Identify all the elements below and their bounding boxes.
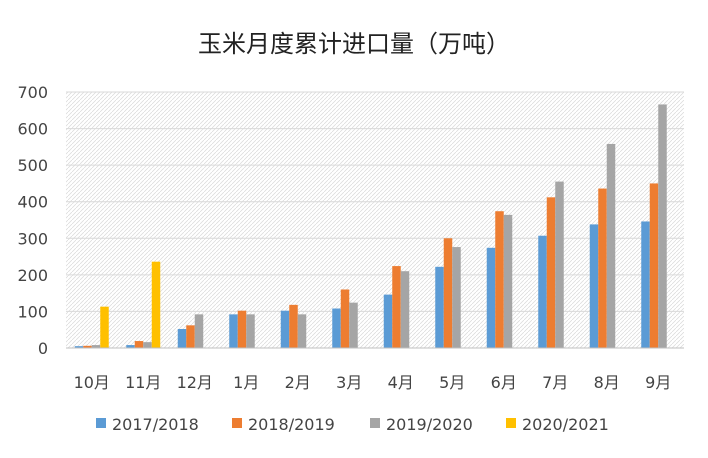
bar-2019-2020-12 [658, 104, 667, 348]
legend-swatch [96, 418, 106, 428]
bar-2018-2019-12 [649, 183, 659, 348]
bar-2019-2020-8 [452, 247, 461, 348]
y-tick-label: 600 [17, 120, 48, 139]
bar-2020-2021-1 [100, 306, 109, 348]
bar-2017-2018-8 [435, 266, 444, 348]
legend-label: 2020/2021 [522, 415, 609, 434]
plot-area [66, 92, 684, 348]
x-axis-categories: 10月 11月 12月 1月 2月 3月 4月 5月 6月 7月 8月 9月 [74, 373, 672, 392]
bars [74, 104, 667, 348]
y-tick-label: 400 [17, 193, 48, 212]
bar-2018-2019-6 [340, 289, 350, 348]
x-category-label: 12月 [177, 373, 213, 392]
bar-2017-2018-12 [641, 221, 650, 348]
y-tick-label: 300 [17, 229, 48, 248]
bar-2019-2020-7 [400, 271, 410, 348]
bar-2018-2019-9 [495, 211, 504, 348]
bar-2018-2019-8 [443, 238, 453, 348]
bar-2019-2020-9 [503, 214, 513, 348]
x-category-label: 10月 [74, 373, 110, 392]
chart-title: 玉米月度累计进口量（万吨） [198, 30, 510, 58]
bar-2019-2020-5 [297, 314, 307, 348]
bar-2019-2020-3 [194, 314, 204, 348]
legend-swatch [232, 418, 242, 428]
x-category-label: 8月 [594, 373, 620, 392]
bar-2017-2018-1 [74, 346, 84, 348]
x-category-label: 2月 [285, 373, 311, 392]
bar-2017-2018-4 [229, 314, 238, 348]
x-category-label: 7月 [542, 373, 568, 392]
x-category-label: 9月 [645, 373, 671, 392]
bar-2018-2019-10 [546, 197, 556, 348]
bar-2017-2018-11 [589, 224, 599, 348]
y-tick-label: 500 [17, 156, 48, 175]
legend-label: 2017/2018 [112, 415, 199, 434]
legend-swatch [506, 418, 516, 428]
bar-2019-2020-4 [246, 314, 255, 348]
x-category-label: 11月 [125, 373, 161, 392]
bar-2017-2018-3 [177, 328, 187, 348]
bar-2018-2019-5 [289, 304, 298, 348]
bar-2017-2018-2 [126, 345, 135, 348]
y-tick-label: 200 [17, 266, 48, 285]
bar-2018-2019-3 [186, 325, 195, 348]
legend-swatch [370, 418, 380, 428]
bar-2017-2018-6 [332, 308, 341, 348]
x-category-label: 5月 [439, 373, 465, 392]
bar-2017-2018-5 [280, 310, 290, 348]
bar-2018-2019-1 [83, 345, 92, 348]
y-tick-label: 0 [38, 339, 48, 358]
x-category-label: 3月 [336, 373, 362, 392]
x-category-label: 4月 [388, 373, 414, 392]
y-tick-label: 700 [17, 83, 48, 102]
bar-2017-2018-10 [538, 235, 547, 348]
bar-2018-2019-4 [237, 310, 247, 348]
bar-2019-2020-10 [555, 181, 564, 348]
legend: 2017/2018 2018/2019 2019/2020 2020/2021 [96, 415, 609, 434]
bar-2018-2019-2 [134, 341, 144, 348]
bar-2020-2021-2 [151, 261, 161, 348]
legend-label: 2018/2019 [248, 415, 335, 434]
bar-2017-2018-9 [486, 247, 496, 348]
bar-2018-2019-7 [392, 266, 401, 348]
x-category-label: 1月 [233, 373, 259, 392]
bar-2019-2020-1 [91, 345, 101, 348]
gridlines [66, 91, 684, 312]
bar-2018-2019-11 [598, 188, 607, 348]
legend-label: 2019/2020 [386, 415, 473, 434]
bar-2019-2020-11 [606, 143, 616, 348]
bar-2019-2020-6 [349, 302, 358, 348]
y-tick-label: 100 [17, 302, 48, 321]
bar-2019-2020-2 [143, 342, 152, 348]
bar-2017-2018-7 [383, 294, 393, 348]
y-axis-ticks: 0 100 200 300 400 500 600 700 [17, 83, 48, 358]
x-category-label: 6月 [491, 373, 517, 392]
